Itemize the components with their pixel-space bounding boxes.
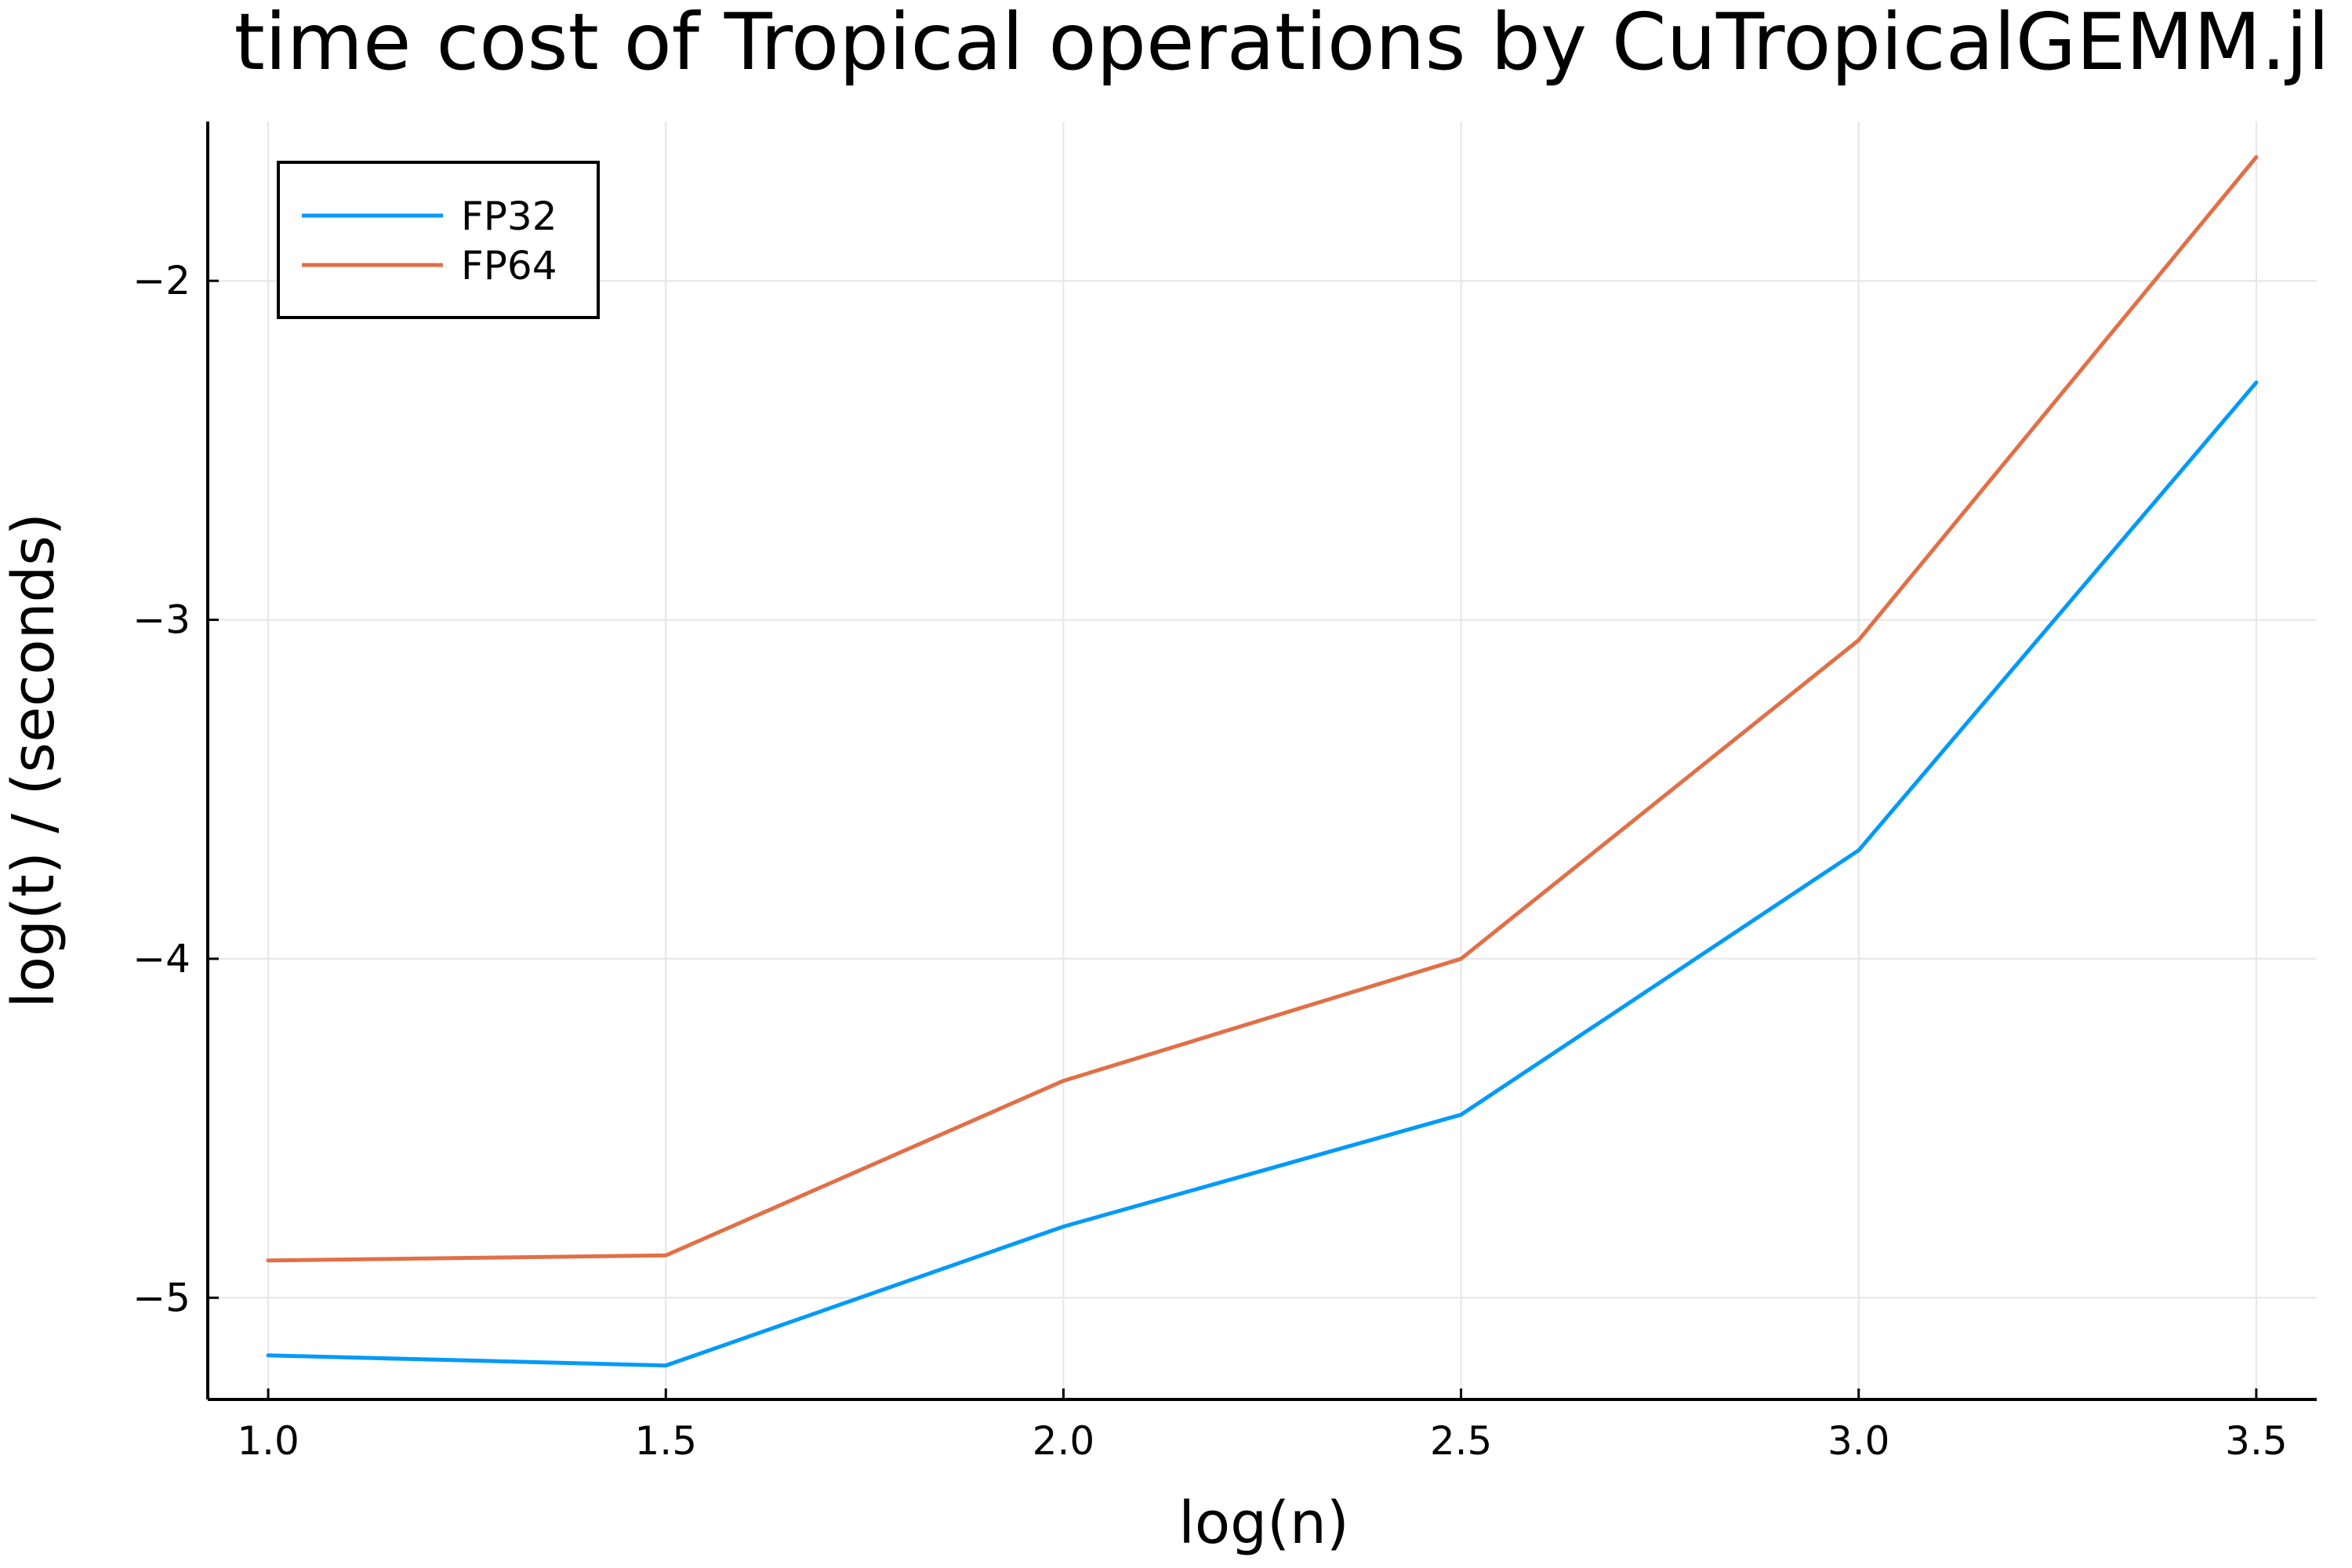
- tick-labels: 1.0 1.5 2.0 2.5 3.0 3.5 −5 −4 −3 −2: [132, 258, 2287, 1464]
- y-tick-label: −2: [132, 258, 191, 303]
- legend-label-fp64: FP64: [461, 243, 557, 289]
- series-line-fp64: [266, 154, 2259, 1263]
- axes: [206, 122, 2317, 1401]
- x-tick-label: 3.5: [2225, 1418, 2288, 1464]
- y-axis-label: log(t) / (seconds): [0, 513, 67, 1008]
- x-axis-label: log(n): [1178, 1490, 1348, 1557]
- y-tick-label: −3: [132, 597, 191, 643]
- grid: [208, 122, 2317, 1399]
- y-tick-label: −5: [132, 1275, 191, 1320]
- x-tick-label: 3.0: [1828, 1418, 1890, 1464]
- legend: FP32 FP64: [277, 161, 600, 319]
- legend-box: [277, 161, 600, 319]
- x-tick-label: 2.5: [1430, 1418, 1493, 1464]
- x-tick-label: 1.0: [237, 1418, 299, 1464]
- legend-label-fp32: FP32: [461, 194, 557, 239]
- series-line-fp32: [266, 380, 2259, 1368]
- y-tick-label: −4: [132, 936, 191, 982]
- series-lines: [266, 154, 2259, 1368]
- x-tick-label: 1.5: [634, 1418, 697, 1464]
- chart-title: time cost of Tropical operations by CuTr…: [234, 0, 2330, 88]
- x-tick-label: 2.0: [1033, 1418, 1095, 1464]
